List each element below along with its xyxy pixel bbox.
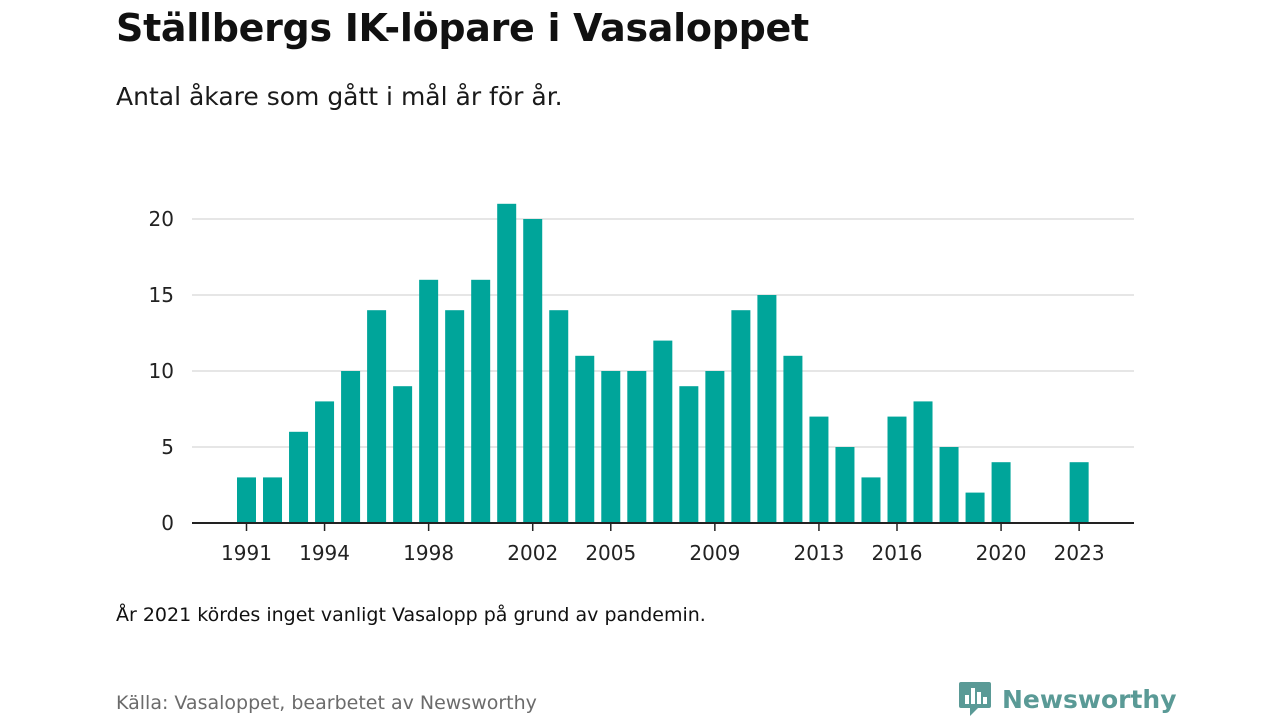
bar-2009 xyxy=(705,371,725,523)
x-tick-label: 2002 xyxy=(507,541,558,565)
y-tick-label: 20 xyxy=(149,207,174,231)
x-tick-label: 2005 xyxy=(585,541,636,565)
source-credit: Källa: Vasaloppet, bearbetet av Newswort… xyxy=(116,692,537,714)
y-tick-label: 15 xyxy=(149,283,174,307)
bar-2000 xyxy=(471,279,491,523)
bar-2006 xyxy=(627,371,647,523)
bar-1995 xyxy=(341,371,361,523)
bar-2013 xyxy=(809,416,829,523)
bar-2001 xyxy=(497,203,517,524)
bar-2011 xyxy=(757,295,777,523)
brand-name: Newsworthy xyxy=(1002,684,1177,714)
x-tick-label: 1994 xyxy=(299,541,350,565)
bar-2005 xyxy=(601,371,621,523)
bar-2004 xyxy=(575,355,595,523)
bar-2020 xyxy=(991,462,1011,523)
bar-2002 xyxy=(523,219,543,523)
bar-1996 xyxy=(367,310,387,523)
bar-1998 xyxy=(419,279,439,523)
bar-2008 xyxy=(679,386,699,523)
bar-2015 xyxy=(861,477,881,523)
x-tick-label: 2013 xyxy=(793,541,844,565)
bar-2019 xyxy=(965,492,985,523)
bar-2003 xyxy=(549,310,569,523)
y-tick-label: 0 xyxy=(161,511,174,535)
bar-1991 xyxy=(237,477,256,523)
bar-1997 xyxy=(393,386,413,523)
bar-2023 xyxy=(1069,462,1089,523)
bar-2016 xyxy=(887,416,907,523)
bar-1992 xyxy=(263,477,283,523)
x-tick-label: 1991 xyxy=(221,541,272,565)
bar-2018 xyxy=(939,447,959,523)
chart-note: År 2021 kördes inget vanligt Vasalopp på… xyxy=(116,604,706,626)
x-tick-label: 2020 xyxy=(976,541,1027,565)
bar-2017 xyxy=(913,401,933,523)
bar-2012 xyxy=(783,355,803,523)
bar-2014 xyxy=(835,447,855,523)
bar-1994 xyxy=(315,401,335,523)
y-tick-label: 5 xyxy=(161,435,174,459)
bar-2007 xyxy=(653,340,673,523)
newsworthy-logo-icon xyxy=(959,682,991,716)
bar-2010 xyxy=(731,310,751,523)
x-tick-label: 2023 xyxy=(1054,541,1105,565)
bar-1993 xyxy=(289,431,309,523)
y-tick-label: 10 xyxy=(149,359,174,383)
x-tick-label: 1998 xyxy=(403,541,454,565)
bar-chart: 0 5 10 15 20 1991 1994 1998 2002 2005 2009 2013 2016… xyxy=(149,203,1134,565)
bar-1999 xyxy=(445,310,465,523)
chart-subtitle: Antal åkare som gått i mål år för år. xyxy=(116,82,563,111)
chart-title: Ställbergs IK-löpare i Vasaloppet xyxy=(116,6,809,50)
x-tick-label: 2009 xyxy=(689,541,740,565)
x-tick-label: 2016 xyxy=(872,541,923,565)
brand-logo: Newsworthy xyxy=(958,680,1177,718)
